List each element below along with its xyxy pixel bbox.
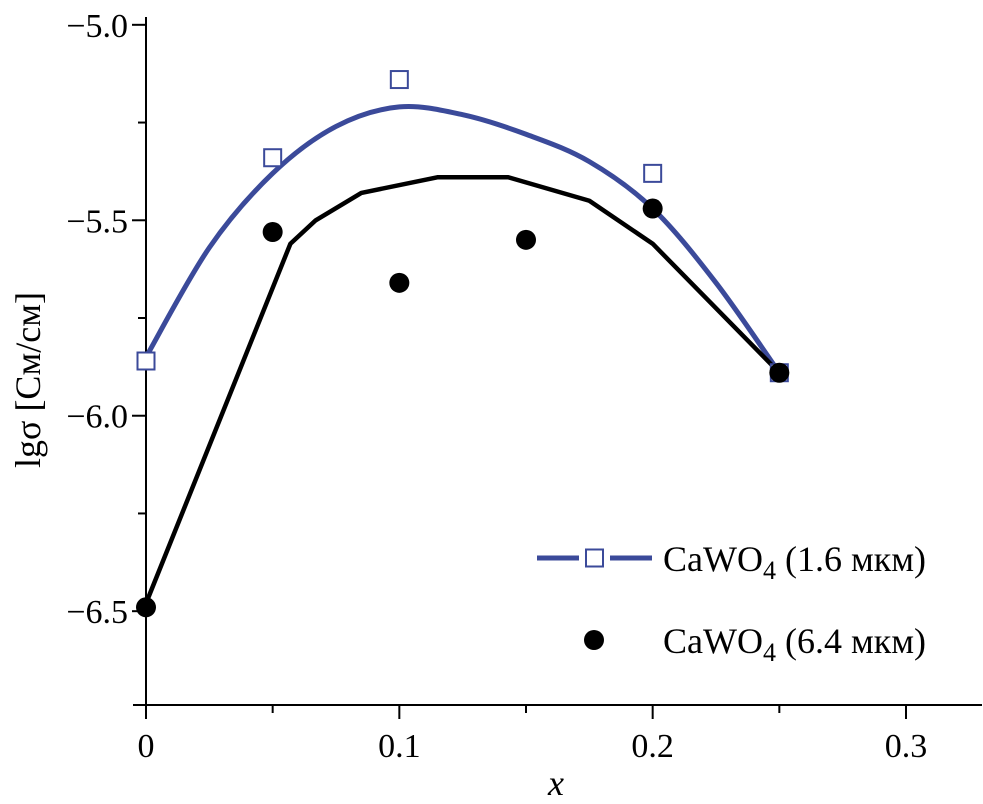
point-series-1 <box>136 351 156 371</box>
y-tick-label: −5.5 <box>66 203 128 240</box>
x-tick-label: 0.1 <box>378 728 421 765</box>
y-axis-label: lgσ [См/см] <box>8 292 48 468</box>
fit-line-series-1 <box>143 104 782 375</box>
x-tick-label: 0 <box>138 728 155 765</box>
y-axis-ticks: −5.0 −5.5 −6.0 −6.5 <box>66 8 146 631</box>
data-points <box>136 70 790 618</box>
point-series-1 <box>263 148 283 168</box>
point-series-2 <box>262 222 283 242</box>
y-tick-label: −6.5 <box>66 594 128 631</box>
legend-label-series-1: CaWO4 (1.6 мкм) <box>663 539 926 585</box>
point-series-2 <box>769 362 790 383</box>
point-series-1 <box>643 163 663 183</box>
fit-curves <box>143 104 782 605</box>
x-tick-label: 0.2 <box>631 728 674 765</box>
point-series-2 <box>389 272 410 293</box>
point-series-1 <box>389 70 409 90</box>
legend: CaWO4 (1.6 мкм) CaWO4 (6.4 мкм) <box>537 539 926 667</box>
y-tick-label: −5.0 <box>66 8 128 45</box>
legend-marker-square <box>585 548 604 568</box>
x-axis-ticks: 0 0.1 0.2 0.3 <box>138 705 928 765</box>
point-series-2 <box>136 597 156 618</box>
y-tick-label: −6.0 <box>66 399 128 436</box>
x-axis-label: x <box>547 763 564 803</box>
axes <box>133 17 982 706</box>
fit-line-series-2 <box>143 175 781 605</box>
point-series-2 <box>516 229 536 250</box>
point-series-2 <box>642 198 663 219</box>
x-tick-label: 0.3 <box>885 728 928 765</box>
legend-label-series-2: CaWO4 (6.4 мкм) <box>663 621 926 667</box>
legend-marker-circle <box>584 630 604 650</box>
